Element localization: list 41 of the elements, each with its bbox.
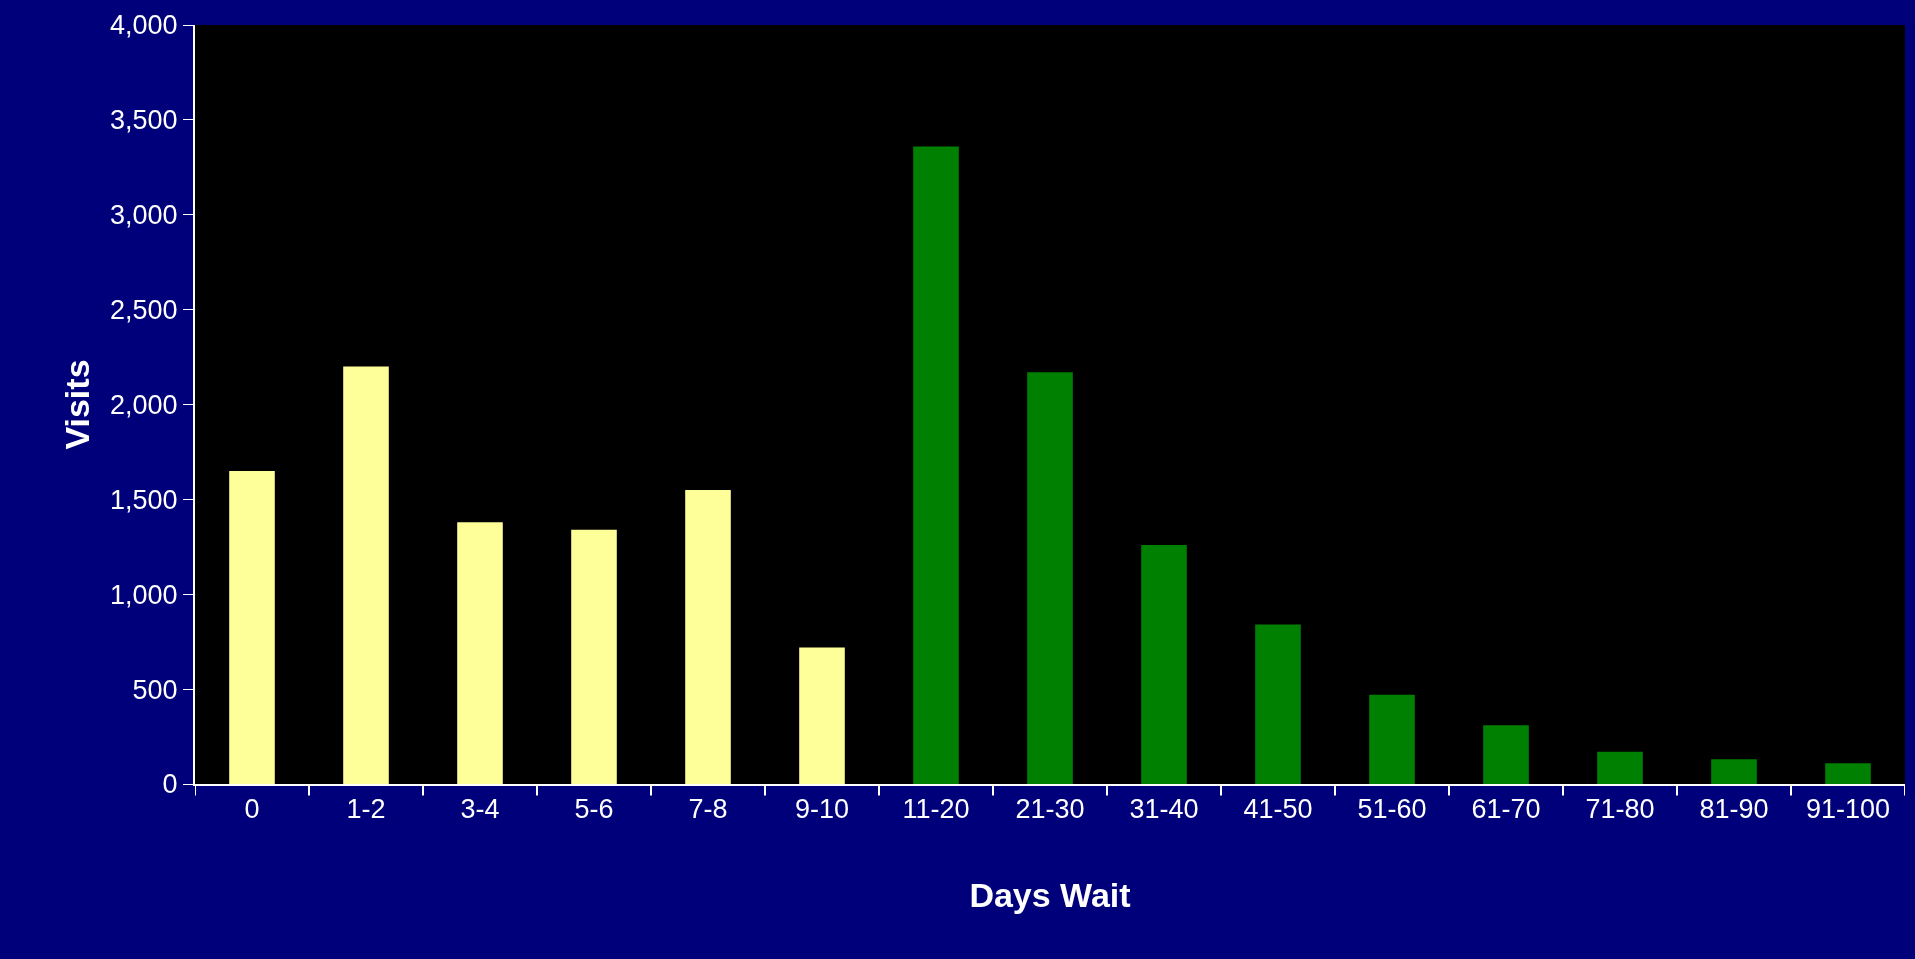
x-tick-label: 7-8: [688, 794, 728, 825]
bar: [457, 522, 503, 784]
y-tick-label: 2,000: [110, 389, 178, 420]
y-tick-label: 1,000: [110, 579, 178, 610]
y-axis-title: Visits: [58, 359, 97, 450]
x-tick-label: 1-2: [346, 794, 386, 825]
x-tick-label: 31-40: [1129, 794, 1199, 825]
y-tick-label: 4,000: [110, 10, 178, 41]
y-tick-label: 0: [162, 769, 178, 800]
bar: [1255, 624, 1301, 784]
bar: [1027, 372, 1073, 784]
bar: [1825, 763, 1871, 784]
bar: [1711, 759, 1757, 784]
x-tick-label: 5-6: [574, 794, 614, 825]
y-tick-label: 500: [132, 674, 178, 705]
x-tick-label: 0: [244, 794, 260, 825]
x-tick-label: 61-70: [1471, 794, 1541, 825]
x-tick-label: 71-80: [1585, 794, 1655, 825]
bar: [343, 366, 389, 784]
bar: [571, 529, 617, 784]
bar: [685, 489, 731, 784]
x-tick-label: 9-10: [794, 794, 850, 825]
bar: [913, 146, 959, 784]
bar: [1141, 544, 1187, 784]
y-tick-label: 1,500: [110, 484, 178, 515]
bar: [1369, 694, 1415, 784]
bar: [799, 647, 845, 784]
x-tick-label: 3-4: [460, 794, 500, 825]
x-tick-label: 11-20: [902, 794, 970, 825]
bar: [1483, 725, 1529, 784]
x-tick-label: 91-100: [1805, 794, 1891, 825]
x-tick-label: 41-50: [1243, 794, 1313, 825]
bar: [1597, 751, 1643, 784]
x-tick-label: 51-60: [1357, 794, 1427, 825]
x-tick-label: 21-30: [1015, 794, 1085, 825]
x-tick-label: 81-90: [1699, 794, 1769, 825]
bar: [229, 470, 275, 784]
y-tick-label: 3,000: [110, 200, 178, 231]
y-tick-label: 2,500: [110, 295, 178, 326]
x-axis-title: Days Wait: [969, 876, 1131, 915]
y-tick-label: 3,500: [110, 105, 178, 136]
